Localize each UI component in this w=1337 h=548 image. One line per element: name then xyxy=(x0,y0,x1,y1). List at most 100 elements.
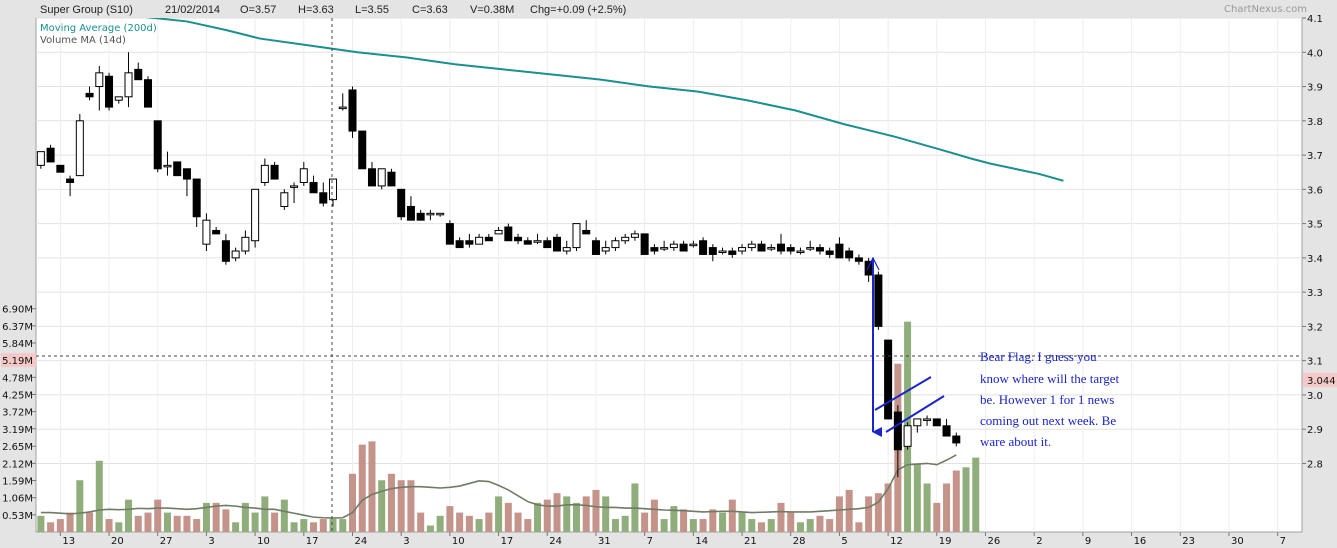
candle-body xyxy=(845,250,854,259)
volume-bar xyxy=(943,483,951,532)
date-tick-label: 17 xyxy=(306,536,319,547)
volume-bar xyxy=(125,499,133,532)
volume-bar xyxy=(933,502,941,532)
candle-body xyxy=(221,240,230,262)
candle xyxy=(260,158,269,186)
price-tick-label: 3.9 xyxy=(1307,83,1323,94)
legend-volume-ma: Volume MA (14d) xyxy=(40,35,126,46)
volume-ma-path xyxy=(40,454,957,519)
candle-body xyxy=(426,212,435,216)
candle-body xyxy=(397,188,406,218)
candle-body xyxy=(523,240,532,245)
candle-body xyxy=(903,425,912,447)
header-volume: V=0.38M xyxy=(470,4,514,16)
candle-body xyxy=(358,130,367,170)
candle xyxy=(728,247,737,258)
volume-bar xyxy=(154,499,162,532)
candle xyxy=(903,422,912,450)
header-high: H=3.63 xyxy=(298,4,334,16)
note-line-1: Bear Flag. I guess you xyxy=(980,349,1097,364)
candle-body xyxy=(543,240,552,249)
volume-bar xyxy=(300,519,308,532)
candle xyxy=(767,244,776,252)
candle xyxy=(815,244,824,255)
price-tick-label: 4.1 xyxy=(1307,14,1323,25)
candle xyxy=(475,233,484,245)
candle xyxy=(893,405,902,478)
chart-title: Super Group (S10) xyxy=(40,4,133,16)
candle-body xyxy=(36,151,45,166)
candle-body xyxy=(562,247,571,252)
volume-bar xyxy=(319,519,327,532)
volume-bar xyxy=(446,506,454,532)
volume-bar xyxy=(592,489,600,532)
volume-bar xyxy=(329,519,337,532)
price-tick-label: 3.5 xyxy=(1307,220,1323,231)
volume-bar xyxy=(621,515,629,532)
candle-body xyxy=(533,240,542,243)
candle xyxy=(757,240,766,252)
volume-bar xyxy=(524,519,532,532)
candle xyxy=(124,52,133,108)
candle-body xyxy=(231,250,240,259)
candle-body xyxy=(280,192,289,207)
volume-tick-label: 6.90M xyxy=(2,305,33,316)
candle xyxy=(436,212,445,217)
candle xyxy=(309,175,318,194)
candle xyxy=(143,76,152,108)
candle-body xyxy=(893,411,902,451)
note-line-2: know where will the target xyxy=(980,371,1119,386)
candle-body xyxy=(134,68,143,81)
volume-bar xyxy=(650,499,658,532)
candle xyxy=(75,113,84,177)
candle-body xyxy=(504,226,513,242)
candle-body xyxy=(475,236,484,245)
candle xyxy=(845,247,854,262)
header-low: L=3.55 xyxy=(355,4,389,16)
date-tick-label: 23 xyxy=(1182,536,1195,547)
ma200-line xyxy=(144,18,1064,182)
volume-bar xyxy=(835,496,843,532)
candle-body xyxy=(192,178,201,218)
candle-body xyxy=(445,223,454,245)
candle xyxy=(796,247,805,255)
ma200-path xyxy=(144,18,1064,182)
volume-bar xyxy=(962,467,970,532)
candle-body xyxy=(786,247,795,252)
volume-bar xyxy=(806,519,814,532)
volume-bar xyxy=(212,502,220,532)
candle-body xyxy=(728,250,737,255)
date-tick-label: 28 xyxy=(793,536,806,547)
candle-body xyxy=(767,247,776,250)
candle xyxy=(611,237,620,252)
candle xyxy=(280,189,289,210)
volume-highlight-box xyxy=(1,353,36,368)
candle-body xyxy=(757,243,766,252)
candle xyxy=(835,237,844,259)
candle xyxy=(241,230,250,255)
date-tick-label: 3 xyxy=(403,536,409,547)
candle xyxy=(455,237,464,249)
volume-bar xyxy=(163,512,171,532)
volume-bar xyxy=(173,515,181,532)
header-change: Chg=+0.09 (+2.5%) xyxy=(530,4,626,16)
volume-bar xyxy=(972,457,980,532)
candle xyxy=(640,233,649,255)
volume-tick-label: 0.53M xyxy=(2,511,33,522)
candle-body xyxy=(338,106,347,110)
volume-bar xyxy=(787,512,795,532)
candle-body xyxy=(591,240,600,255)
note-line-3: be. However 1 for 1 news xyxy=(980,392,1114,407)
volume-tick-label: 5.19M xyxy=(2,356,33,367)
candle-body xyxy=(163,164,172,168)
candle xyxy=(543,237,552,249)
date-tick-label: 2 xyxy=(1036,536,1042,547)
candle-body xyxy=(75,120,84,177)
price-highlight-box xyxy=(1303,372,1337,387)
candle-body xyxy=(640,233,649,255)
candle xyxy=(56,164,65,173)
date-tick-label: 31 xyxy=(598,536,611,547)
header-date: 21/02/2014 xyxy=(165,4,220,16)
candle xyxy=(338,93,347,111)
candle-body xyxy=(348,89,357,132)
